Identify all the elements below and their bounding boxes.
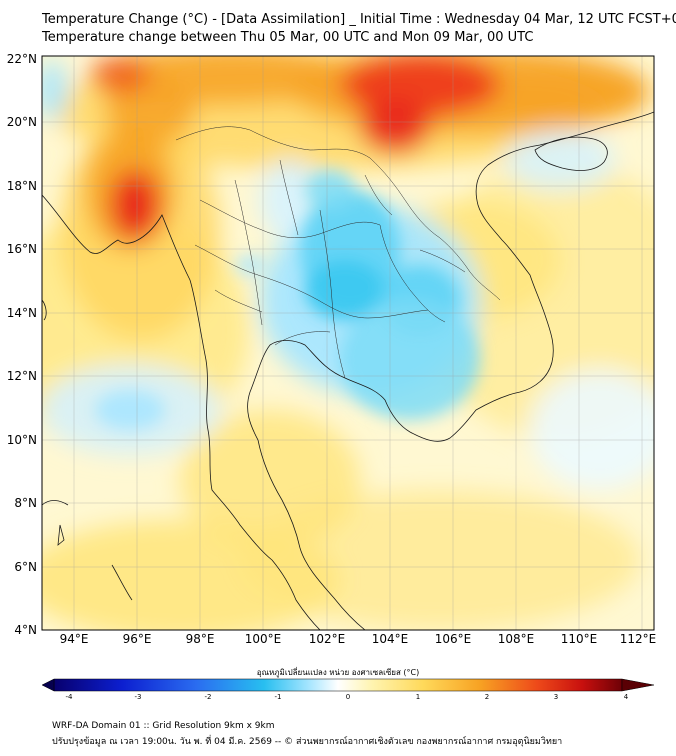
lat-label-20n: 20°N [6, 115, 37, 129]
footer-update-info: ปรับปรุงข้อมูล ณ เวลา 19:00น. วัน พ. ที่… [52, 737, 563, 747]
colorbar-tick-neg3: -3 [134, 693, 142, 701]
coastlines [42, 111, 654, 630]
lat-label-4n: 4°N [14, 623, 37, 637]
colorbar-high-extend [621, 678, 655, 692]
colorbar-body [53, 678, 623, 692]
lon-label-102e: 102°E [308, 632, 346, 646]
title-line-1: Temperature Change (°C) - [Data Assimila… [42, 12, 676, 27]
colorbar-tick-3: 3 [553, 693, 559, 701]
lat-label-8n: 8°N [14, 496, 37, 510]
colorbar-title: อุณหภูมิเปลี่ยนแปลง หน่วย องศาเซลเซียส (… [256, 668, 420, 677]
lat-label-16n: 16°N [6, 242, 37, 256]
lat-label-12n: 12°N [6, 369, 37, 383]
colorbar-tick-neg1: -1 [274, 693, 282, 701]
lat-label-14n: 14°N [6, 306, 37, 320]
lat-label-10n: 10°N [6, 433, 37, 447]
lon-label-108e: 108°E [497, 632, 535, 646]
lon-label-110e: 110°E [560, 632, 598, 646]
lon-label-94e: 94°E [59, 632, 89, 646]
admin-borders [175, 126, 501, 379]
lat-label-18n: 18°N [6, 179, 37, 193]
lon-label-96e: 96°E [122, 632, 152, 646]
title-line-2: Temperature change between Thu 05 Mar, 0… [42, 30, 534, 45]
colorbar-tick-0: 0 [345, 693, 351, 701]
lon-label-106e: 106°E [434, 632, 472, 646]
lon-label-98e: 98°E [185, 632, 215, 646]
lat-label-22n: 22°N [6, 52, 37, 66]
lon-label-100e: 100°E [244, 632, 282, 646]
colorbar-tick-neg2: -2 [204, 693, 212, 701]
lat-label-6n: 6°N [14, 560, 37, 574]
footer-model-info: WRF-DA Domain 01 :: Grid Resolution 9km … [52, 721, 275, 731]
colorbar-tick-1: 1 [415, 693, 421, 701]
temperature-field [42, 56, 654, 630]
gridlines [42, 56, 654, 630]
colorbar [41, 678, 655, 692]
map-frame [41, 55, 655, 631]
colorbar-tick-neg4: -4 [65, 693, 73, 701]
colorbar-low-extend [41, 678, 55, 692]
lon-label-104e: 104°E [371, 632, 409, 646]
colorbar-tick-4: 4 [623, 693, 629, 701]
colorbar-tick-2: 2 [484, 693, 490, 701]
lon-label-112e: 112°E [619, 632, 657, 646]
